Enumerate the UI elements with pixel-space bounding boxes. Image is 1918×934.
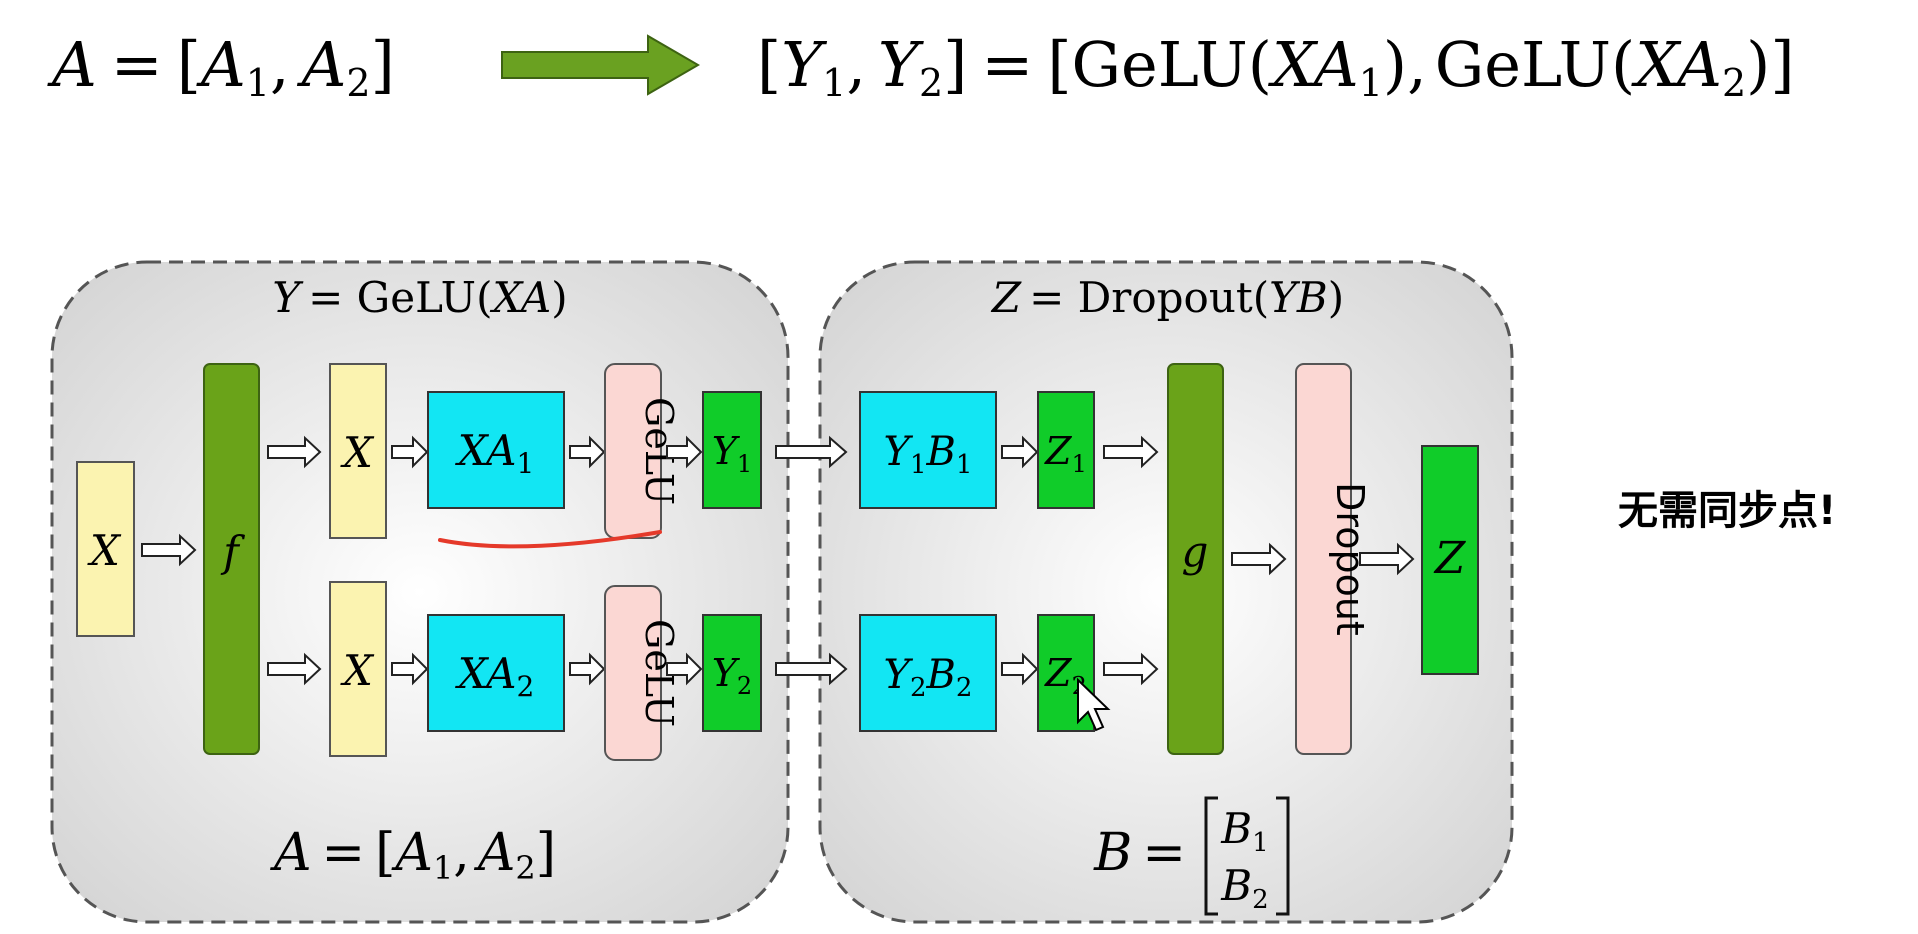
- f-to-x1-arrow-icon: [267, 435, 322, 469]
- output-z-label: Z: [1433, 533, 1467, 584]
- x1-to-xa1-arrow-icon: [391, 435, 429, 469]
- dropout-to-z-arrow-icon: [1359, 542, 1415, 576]
- gelu1-to-y1-arrow-icon: [666, 435, 703, 469]
- note-no-sync: 无需同步点!: [1618, 488, 1836, 534]
- row2-gelu-box: [604, 585, 662, 761]
- row1-yb-label: Y1B1: [884, 429, 973, 480]
- right-row-1: Y1B1 Z1: [859, 391, 1159, 509]
- row1-yb-box: [859, 391, 997, 509]
- big-right-arrow-icon: [501, 34, 700, 96]
- row2-xa-label: XA2: [455, 649, 535, 703]
- top-equation-left: A = [A1, A2]: [47, 28, 395, 105]
- f-block: [203, 363, 260, 755]
- f-to-x2-arrow-icon: [267, 652, 322, 686]
- y1b1-to-z1-arrow-icon: [1001, 435, 1039, 469]
- row1-z-box: [1037, 391, 1095, 509]
- row1-xa-label: XA1: [455, 426, 535, 480]
- row2-y-box: [702, 614, 762, 732]
- y2-to-y2b2-arrow-icon: [775, 652, 848, 686]
- mouse-cursor-icon: [1077, 677, 1111, 732]
- left-panel-title: Y = GeLU(XA): [272, 273, 567, 322]
- svg-text:B1: B1: [1220, 804, 1268, 858]
- row1-xa-box: [427, 391, 565, 509]
- z2-to-g-arrow-icon: [1103, 652, 1159, 686]
- row2-yb-box: [859, 614, 997, 732]
- output-z-box: [1421, 445, 1479, 675]
- input-x-box: [76, 461, 135, 637]
- row2-x-label: X: [340, 646, 375, 695]
- row2-z-label: Z2: [1044, 651, 1087, 700]
- svg-text:B=: B =: [1093, 823, 1186, 883]
- row1-y-box: [702, 391, 762, 509]
- svg-text:A=[A1,A2]: A = [A1, A2]: [47, 28, 395, 105]
- svg-text:B2: B2: [1220, 861, 1268, 915]
- g-block: [1167, 363, 1224, 755]
- right-panel-footer: B = B1 B2: [1093, 796, 1290, 916]
- gelu2-to-y2-arrow-icon: [666, 652, 703, 686]
- row2-x-box: [329, 581, 387, 757]
- xa1-to-gelu1-arrow-icon: [569, 435, 606, 469]
- row1-z-label: Z1: [1044, 429, 1087, 478]
- z1-to-g-arrow-icon: [1103, 435, 1159, 469]
- row2-yb-label: Y2B2: [884, 652, 973, 703]
- row1-x-label: X: [340, 428, 375, 477]
- matrix-right-bracket: [1276, 796, 1290, 916]
- right-panel-title: Z = Dropout(YB): [990, 273, 1344, 322]
- left-row-1: X XA1 GeLU Y1: [267, 363, 762, 549]
- red-underline-annotation: [438, 530, 662, 549]
- left-panel-footer: A = [A1, A2]: [270, 823, 556, 887]
- g-label: g: [1182, 527, 1209, 576]
- y1-to-y1b1-arrow-icon: [775, 435, 848, 469]
- input-x-label: X: [87, 526, 122, 575]
- top-equation-right: [Y1, Y2] = [GeLU(XA1), GeLU(XA2)]: [757, 28, 1795, 105]
- g-to-dropout-arrow-icon: [1231, 542, 1287, 576]
- row1-x-box: [329, 363, 387, 539]
- matrix-left-bracket: [1204, 796, 1218, 916]
- input-to-f-arrow-icon: [141, 533, 197, 567]
- row1-y-label: Y1: [712, 429, 752, 478]
- row2-xa-box: [427, 614, 565, 732]
- x2-to-xa2-arrow-icon: [391, 652, 429, 686]
- svg-text:[Y1,Y2]=[GeLU(XA1),GeLU(XA2)]: [Y1, Y2] = [GeLU(XA1), GeLU(XA2)]: [757, 28, 1795, 105]
- right-row-2: Y2B2 Z2: [859, 614, 1159, 732]
- dropout-block: [1295, 363, 1352, 755]
- row2-y-label: Y2: [712, 651, 752, 700]
- xa2-to-gelu2-arrow-icon: [569, 652, 606, 686]
- left-row-2: X XA2 GeLU Y2: [267, 581, 762, 761]
- y2b2-to-z2-arrow-icon: [1001, 652, 1039, 686]
